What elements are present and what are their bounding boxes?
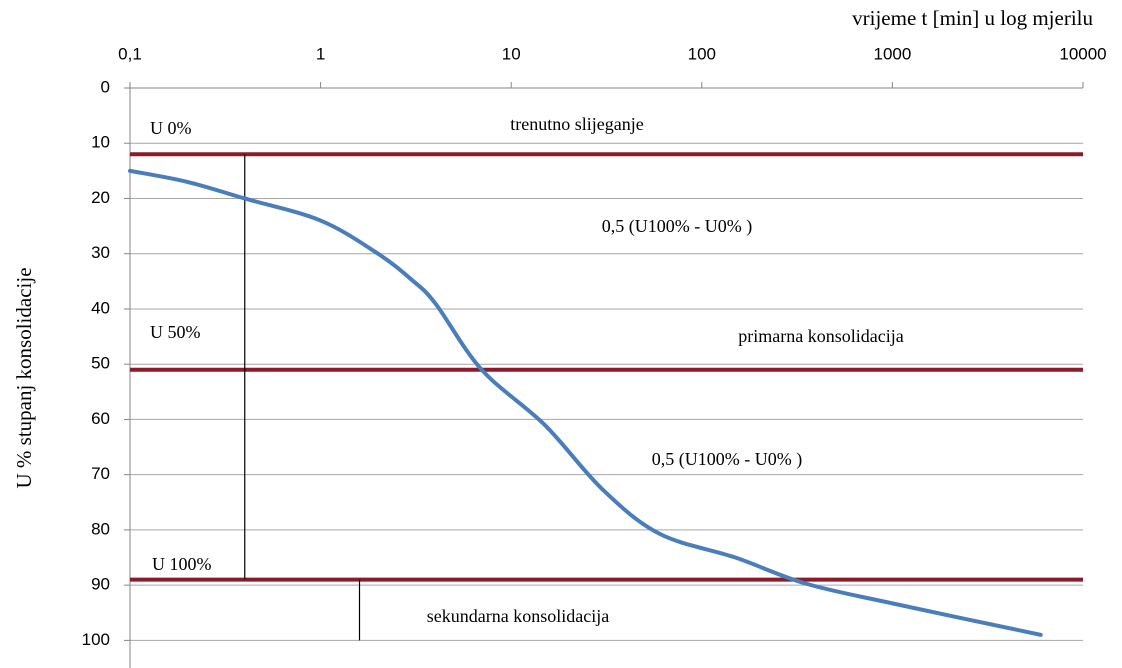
annotation: U 0% bbox=[150, 118, 192, 138]
y-tick-label: 100 bbox=[82, 630, 110, 649]
x-tick-label: 100 bbox=[688, 44, 716, 63]
x-tick-label: 1000 bbox=[873, 44, 911, 63]
x-tick-label: 10000 bbox=[1059, 44, 1106, 63]
y-tick-label: 70 bbox=[91, 464, 110, 483]
y-tick-label: 40 bbox=[91, 298, 110, 317]
x-axis-title: vrijeme t [min] u log mjerilu bbox=[852, 6, 1093, 30]
y-tick-label: 80 bbox=[91, 519, 110, 538]
annotation: U 100% bbox=[152, 554, 212, 574]
annotation: trenutno slijeganje bbox=[510, 114, 643, 134]
y-tick-label: 20 bbox=[91, 188, 110, 207]
x-tick-label: 1 bbox=[316, 44, 325, 63]
annotation: sekundarna konsolidacija bbox=[427, 606, 609, 626]
annotation: primarna konsolidacija bbox=[738, 326, 903, 346]
x-tick-label: 10 bbox=[502, 44, 521, 63]
annotation: 0,5 (U100% - U0% ) bbox=[602, 216, 752, 237]
y-tick-label: 0 bbox=[101, 77, 110, 96]
y-tick-label: 30 bbox=[91, 243, 110, 262]
data-line bbox=[128, 168, 1043, 637]
annotation: U 50% bbox=[150, 322, 201, 342]
y-tick-label: 10 bbox=[91, 133, 110, 152]
y-tick-label: 60 bbox=[91, 409, 110, 428]
x-tick-label: 0,1 bbox=[118, 44, 142, 63]
y-axis-title: U % stupanj konsolidacije bbox=[12, 267, 36, 488]
annotation: 0,5 (U100% - U0% ) bbox=[652, 449, 802, 470]
y-tick-label: 50 bbox=[91, 354, 110, 373]
y-tick-label: 90 bbox=[91, 575, 110, 594]
